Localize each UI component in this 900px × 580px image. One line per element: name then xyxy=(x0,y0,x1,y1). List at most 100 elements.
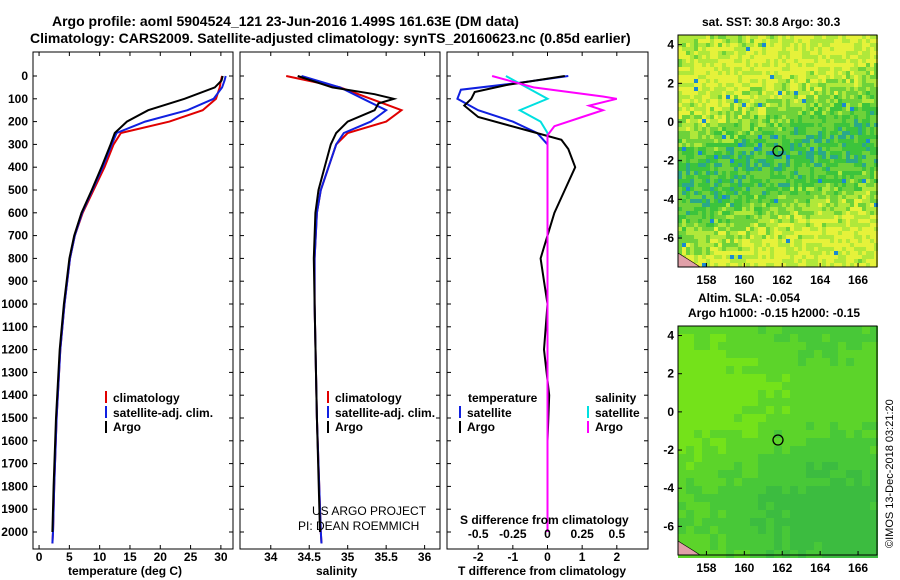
heatmap-cell xyxy=(718,374,726,382)
heatmap-cell xyxy=(758,163,762,167)
heatmap-cell xyxy=(714,87,718,91)
heatmap-cell xyxy=(830,195,834,199)
heatmap-cell xyxy=(830,127,834,131)
heatmap-cell xyxy=(762,247,766,251)
heatmap-cell xyxy=(758,231,762,235)
heatmap-cell xyxy=(734,223,738,227)
heatmap-cell xyxy=(710,223,714,227)
heatmap-cell xyxy=(818,227,822,231)
heatmap-cell xyxy=(702,59,706,63)
heatmap-cell xyxy=(734,366,742,374)
heatmap-cell xyxy=(770,259,774,263)
heatmap-cell xyxy=(782,179,786,183)
heatmap-cell xyxy=(822,366,830,374)
heatmap-cell xyxy=(702,382,710,390)
heatmap-cell xyxy=(822,342,830,350)
heatmap-cell xyxy=(814,486,822,494)
heatmap-cell xyxy=(742,75,746,79)
heatmap-cell xyxy=(742,51,746,55)
heatmap-cell xyxy=(694,478,702,486)
heatmap-cell xyxy=(734,179,738,183)
heatmap-cell xyxy=(834,231,838,235)
heatmap-cell xyxy=(842,259,846,263)
heatmap-cell xyxy=(678,147,682,151)
heatmap-cell xyxy=(766,35,770,39)
heatmap-cell xyxy=(742,43,746,47)
heatmap-cell xyxy=(682,155,686,159)
heatmap-cell xyxy=(690,159,694,163)
heatmap-cell xyxy=(826,219,830,223)
heatmap-cell xyxy=(862,255,866,259)
heatmap-cell xyxy=(754,235,758,239)
heatmap-cell xyxy=(742,550,750,558)
heatmap-cell xyxy=(774,334,782,342)
heatmap-cell xyxy=(758,79,762,83)
heatmap-cell xyxy=(798,247,802,251)
heatmap-cell xyxy=(726,171,730,175)
heatmap-cell xyxy=(806,199,810,203)
heatmap-cell xyxy=(726,163,730,167)
heatmap-cell xyxy=(822,215,826,219)
heatmap-cell xyxy=(750,135,754,139)
difference-xlabel: T difference from climatology xyxy=(458,564,626,578)
heatmap-cell xyxy=(746,43,750,47)
heatmap-cell xyxy=(730,231,734,235)
x-tick-label: 36 xyxy=(418,550,432,564)
heatmap-cell xyxy=(826,215,830,219)
heatmap-cell xyxy=(838,223,842,227)
heatmap-cell xyxy=(862,67,866,71)
heatmap-cell xyxy=(862,219,866,223)
heatmap-cell xyxy=(754,87,758,91)
heatmap-cell xyxy=(834,211,838,215)
heatmap-cell xyxy=(706,251,710,255)
heatmap-cell xyxy=(842,127,846,131)
heatmap-cell xyxy=(858,131,862,135)
heatmap-cell xyxy=(854,163,858,167)
heatmap-cell xyxy=(734,207,738,211)
heatmap-cell xyxy=(698,219,702,223)
heatmap-cell xyxy=(818,167,822,171)
heatmap-cell xyxy=(758,55,762,59)
heatmap-cell xyxy=(686,183,690,187)
heatmap-cell xyxy=(694,255,698,259)
heatmap-cell xyxy=(782,47,786,51)
heatmap-cell xyxy=(690,179,694,183)
heatmap-cell xyxy=(766,83,770,87)
heatmap-cell xyxy=(826,171,830,175)
heatmap-cell xyxy=(754,183,758,187)
heatmap-cell xyxy=(698,79,702,83)
heatmap-cell xyxy=(866,107,870,111)
heatmap-cell xyxy=(718,390,726,398)
heatmap-cell xyxy=(678,167,682,171)
heatmap-cell xyxy=(694,59,698,63)
heatmap-cell xyxy=(810,163,814,167)
heatmap-cell xyxy=(854,231,858,235)
heatmap-cell xyxy=(846,35,850,39)
heatmap-cell xyxy=(798,326,806,334)
heatmap-cell xyxy=(874,159,878,163)
heatmap-cell xyxy=(798,155,802,159)
heatmap-cell xyxy=(822,71,826,75)
pi-credit: PI: DEAN ROEMMICH xyxy=(298,519,419,533)
heatmap-cell xyxy=(806,71,810,75)
heatmap-cell xyxy=(866,179,870,183)
heatmap-cell xyxy=(766,438,774,446)
heatmap-cell xyxy=(818,211,822,215)
heatmap-cell xyxy=(842,207,846,211)
heatmap-cell xyxy=(762,111,766,115)
heatmap-cell xyxy=(822,207,826,211)
heatmap-cell xyxy=(694,239,698,243)
heatmap-cell xyxy=(710,35,714,39)
heatmap-cell xyxy=(738,199,742,203)
heatmap-cell xyxy=(790,155,794,159)
heatmap-cell xyxy=(706,183,710,187)
heatmap-cell xyxy=(802,155,806,159)
heatmap-cell xyxy=(854,470,862,478)
heatmap-cell xyxy=(722,71,726,75)
heatmap-cell xyxy=(742,358,750,366)
heatmap-cell xyxy=(814,550,822,558)
heatmap-cell xyxy=(782,175,786,179)
heatmap-cell xyxy=(682,191,686,195)
heatmap-cell xyxy=(850,87,854,91)
heatmap-cell xyxy=(862,227,866,231)
